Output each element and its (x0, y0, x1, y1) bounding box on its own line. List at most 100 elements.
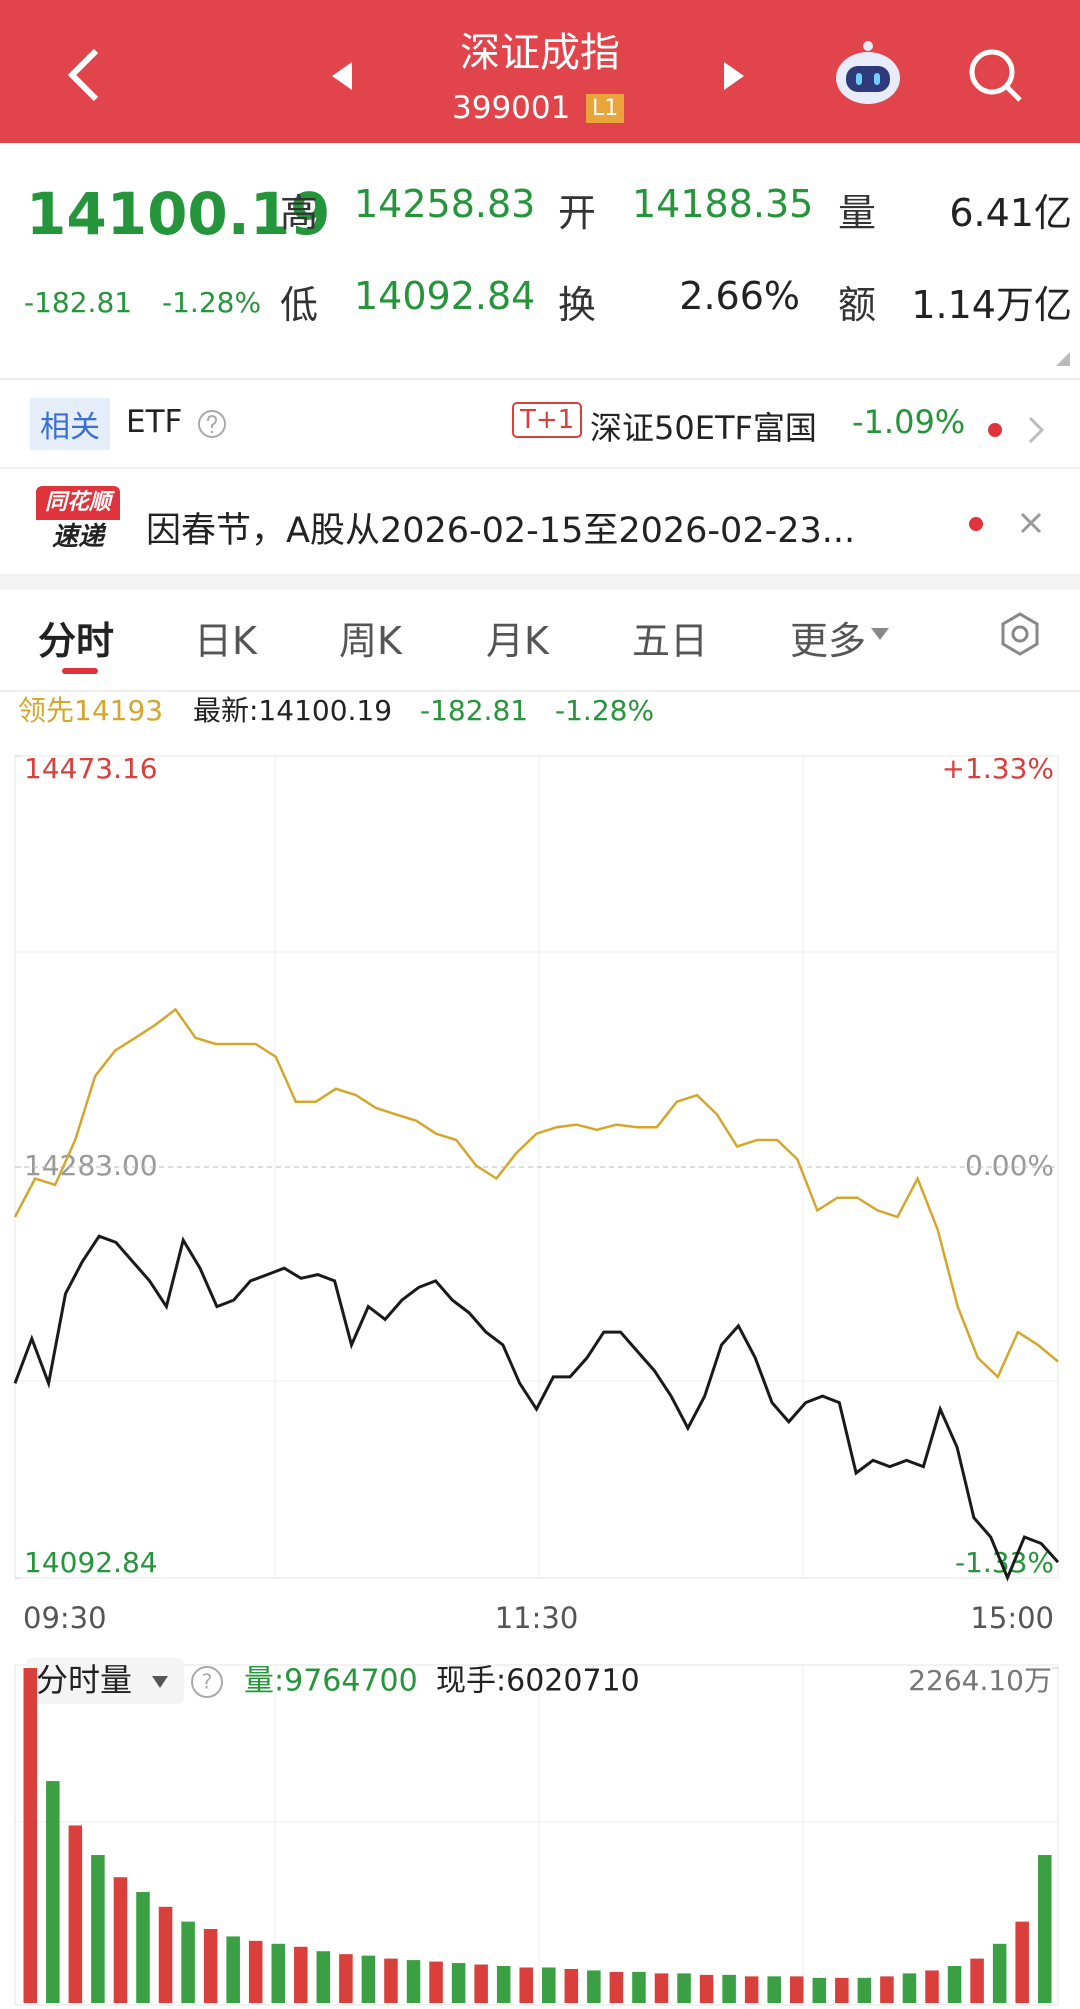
price: 14100.19 (26, 180, 331, 248)
volume-bar (654, 1973, 669, 2003)
y-tick-label: 14283.00 (24, 1149, 158, 1182)
legend-entry: 领先14193 (18, 694, 163, 727)
volume-bar (789, 1976, 804, 2003)
related-label: ETF (126, 404, 183, 440)
robot-icon[interactable] (832, 38, 904, 110)
header-bar: 深证成指 399001 L1 (0, 0, 1080, 143)
price-line (13, 1234, 1060, 1582)
etf-name[interactable]: 深证50ETF富国 (590, 409, 817, 447)
volume-frame (14, 1664, 1059, 2006)
volume-bar (474, 1964, 488, 2003)
volume-bar (136, 1892, 150, 2003)
volume-bar (271, 1943, 286, 2003)
volume-bar (947, 1966, 962, 2003)
badge: L1 (586, 94, 625, 123)
tab-indicator (62, 668, 98, 674)
volume-bar (226, 1936, 240, 2003)
volume-bar (925, 1970, 939, 2003)
divider (0, 467, 1080, 469)
news-text[interactable]: 因春节，A股从2026-02-15至2026-02-23... (146, 511, 856, 551)
volume-bar (677, 1973, 691, 2003)
info-pct: -1.28% (555, 694, 654, 727)
volume-bar (384, 1958, 398, 2003)
news-logo: 同花顺 速递 (36, 486, 120, 558)
divider (0, 690, 1080, 692)
y-tick-label: 2264.10万 (908, 1664, 1052, 1697)
logo-bottom: 速递 (51, 522, 104, 552)
stat-label: 额 (838, 283, 877, 327)
legend-entry: 最新:14100.19 (193, 694, 392, 727)
etf-arrow[interactable] (986, 412, 1056, 448)
volume-selector[interactable] (26, 1658, 184, 1704)
volume-bar (294, 1946, 308, 2003)
price-line (13, 1007, 1059, 1380)
stat-value: 2.66% (679, 274, 800, 318)
tab[interactable]: 更多 (790, 619, 867, 663)
help-mark: ? (202, 1670, 213, 1694)
volume-bar (699, 1974, 714, 2003)
volume-bar (835, 1977, 849, 2003)
settings-icon[interactable] (996, 610, 1044, 658)
y-tick-label: 14092.84 (24, 1546, 158, 1579)
help-icon[interactable] (196, 408, 228, 440)
logo-top: 同花顺 (36, 486, 120, 520)
volume-bar (158, 1906, 173, 2003)
volume-bar (68, 1825, 83, 2003)
stat-label: 量 (838, 191, 877, 235)
back-button[interactable] (60, 45, 110, 105)
news-controls[interactable] (964, 506, 1064, 542)
volume-bar (203, 1929, 218, 2003)
volume-bar (542, 1967, 556, 2003)
volume-bar (587, 1970, 601, 2003)
volume-bar (451, 1963, 466, 2003)
stat-label: 换 (558, 283, 597, 327)
volume-bar (339, 1954, 353, 2003)
prev-index[interactable] (328, 58, 358, 94)
volume-bar (91, 1855, 105, 2003)
tab[interactable]: 周K (339, 619, 402, 663)
hand-label: 现手:6020710 (436, 1664, 640, 1699)
tab[interactable]: 分时 (38, 619, 115, 663)
volume-caret[interactable] (152, 1676, 168, 1688)
y-tick-label: 14473.16 (24, 752, 158, 785)
t1-tag: T+1 (512, 402, 583, 438)
section-gap (0, 574, 1080, 590)
change: -182.81 (24, 286, 133, 319)
stat-label: 低 (280, 283, 319, 327)
tab[interactable]: 日K (194, 619, 257, 663)
volume-bar (880, 1976, 894, 2003)
expand-corner[interactable] (1054, 350, 1072, 368)
volume-bar (496, 1966, 511, 2003)
volume-bar (992, 1943, 1007, 2003)
volume-bar (632, 1971, 646, 2003)
volume-bar (857, 1977, 872, 2003)
info-change: -182.81 (420, 694, 528, 727)
tab[interactable]: 月K (486, 619, 549, 663)
stat-value: 14092.84 (354, 274, 536, 318)
volume-bar (316, 1951, 331, 2003)
search-button[interactable] (966, 46, 1026, 106)
etf-pct: -1.09% (852, 403, 966, 441)
volume-bar (1015, 1921, 1029, 2003)
more-caret[interactable] (868, 622, 892, 646)
title: 深证成指 (460, 30, 620, 76)
x-tick-label: 09:30 (23, 1601, 107, 1635)
volume-bar (564, 1968, 579, 2003)
volume-bar (181, 1921, 195, 2003)
stat-value: 6.41亿 (949, 191, 1072, 235)
help-icon[interactable] (191, 1666, 223, 1698)
x-tick-label: 15:00 (970, 1601, 1054, 1635)
volume-bar (609, 1971, 624, 2003)
stat-value: 14258.83 (354, 182, 536, 226)
volume-bar (46, 1781, 60, 2003)
stat-value: 1.14万亿 (911, 283, 1072, 327)
volume-bar (902, 1973, 917, 2003)
volume-bar (970, 1958, 984, 2003)
tab[interactable]: 五日 (632, 619, 709, 663)
volume-title: 分时量 (36, 1661, 132, 1699)
volume-label: 量:9764700 (244, 1664, 418, 1699)
next-index[interactable] (718, 58, 748, 94)
volume-bar (812, 1977, 827, 2003)
